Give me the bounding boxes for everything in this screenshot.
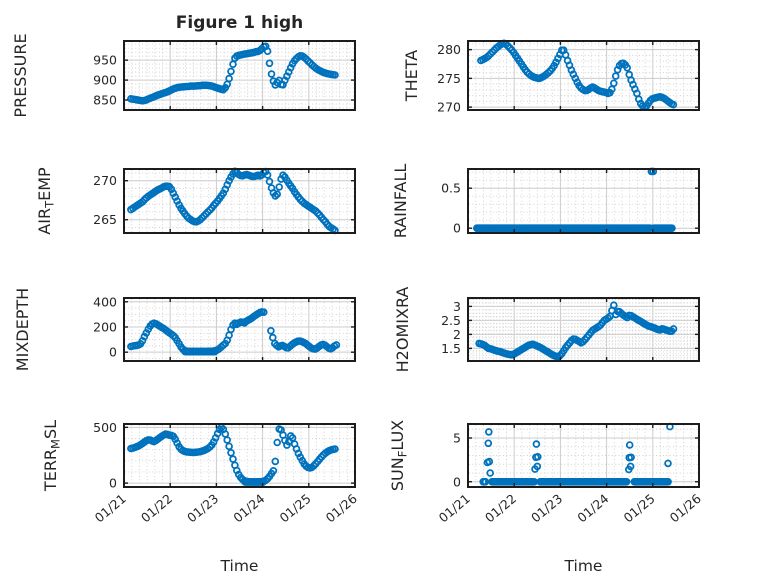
rainfall-markers (472, 167, 676, 233)
subplot-mixdepth: 0 200 400 MIXDEPTH (13, 288, 356, 371)
y-tick-label: 280 (437, 42, 461, 57)
minor-grid (469, 425, 698, 486)
y-tick-label: 500 (93, 420, 117, 435)
y-axis-label-sun-flux: SUNFLUX (388, 420, 410, 491)
axes-box (123, 40, 356, 111)
y-tick-label: 400 (93, 294, 117, 309)
axes-box (123, 423, 356, 488)
sun-flux-markers (479, 422, 674, 486)
y-tick-label: 0 (453, 221, 461, 236)
y-tick-label: 2 (453, 327, 461, 342)
y-tick-label: 2.5 (441, 313, 461, 328)
y-axis-label-terr-msl: TERRMSL (41, 420, 63, 492)
air-temp-markers (127, 167, 339, 235)
y-tick-label: 3 (453, 299, 461, 314)
axis-ticks (467, 424, 700, 487)
x-tick-label: 01/22 (138, 491, 175, 526)
y-tick-label: 265 (93, 212, 117, 227)
figure-title: Figure 1 high (176, 13, 304, 33)
subplot-terr-msl: 0 500 01/21 01/22 01/23 01/24 01/25 01/26 TERRMS… (41, 420, 360, 526)
subplot-h2omixra: 1.522.53 H2OMIXRA (393, 287, 700, 373)
x-axis-label-left: Time (220, 557, 259, 575)
y-tick-label: 900 (93, 73, 117, 88)
y-tick-label: 950 (93, 53, 117, 68)
x-tick-label: 01/24 (230, 491, 267, 526)
y-tick-label: 1.5 (441, 341, 461, 356)
y-tick-label: 0 (109, 476, 117, 491)
y-tick-label: 200 (93, 319, 117, 334)
y-tick-label: 5 (453, 431, 461, 446)
axes-box (467, 297, 700, 362)
axes-box (467, 40, 700, 111)
subplot-rainfall: 0 0.5 RAINFALL (391, 164, 700, 239)
x-tick-label: 01/25 (276, 491, 313, 526)
major-grid (124, 41, 355, 110)
major-grid (468, 424, 699, 487)
pressure-markers (127, 42, 339, 105)
y-tick-label: 0 (453, 474, 461, 489)
y-axis-label-pressure: PRESSURE (11, 33, 30, 117)
axes-box (467, 423, 700, 488)
x-tick-label: 01/24 (574, 491, 611, 526)
axes-box (467, 168, 700, 234)
x-tick-label: 01/25 (620, 491, 657, 526)
x-tick-label: 01/21 (92, 491, 129, 526)
x-tick-label: 01/23 (184, 491, 221, 526)
x-tick-label: 01/26 (323, 491, 360, 526)
subplot-theta: 270 275 280 THETA (402, 39, 700, 115)
y-tick-label: 275 (437, 71, 461, 86)
mixdepth-markers (127, 308, 341, 356)
minor-grid (469, 170, 698, 232)
x-tick-label: 01/22 (482, 491, 519, 526)
y-axis-label-h2omixra: H2OMIXRA (393, 287, 412, 373)
subplot-pressure: 850 900 950 PRESSURE (11, 33, 356, 118)
y-axis-label-rainfall: RAINFALL (391, 164, 410, 239)
major-grid (124, 169, 355, 233)
x-tick-label: 01/23 (528, 491, 565, 526)
y-tick-label: 270 (437, 100, 461, 115)
subplot-sun-flux: 0 5 01/21 01/22 01/23 01/24 01/25 01/26 SUNFLUX (388, 420, 704, 526)
axes-box (123, 297, 356, 362)
x-tick-label: 01/26 (667, 491, 704, 526)
y-tick-label: 0 (109, 345, 117, 360)
subplot-air-temp: 265 270 AIRTEMP (35, 167, 356, 235)
minor-grid (125, 170, 354, 232)
y-axis-label-theta: THETA (402, 50, 421, 102)
y-tick-label: 270 (93, 173, 117, 188)
h2omixra-markers (475, 301, 678, 361)
x-axis-label-right: Time (564, 557, 603, 575)
theta-markers (477, 39, 678, 111)
terr-msl-markers (127, 423, 339, 486)
y-axis-label-air-temp: AIRTEMP (35, 167, 57, 235)
major-grid (468, 298, 699, 361)
y-tick-label: 0.5 (441, 181, 461, 196)
axes-box (123, 168, 356, 234)
x-tick-label: 01/21 (436, 491, 473, 526)
y-axis-label-mixdepth: MIXDEPTH (13, 288, 32, 371)
y-tick-label: 850 (93, 93, 117, 108)
